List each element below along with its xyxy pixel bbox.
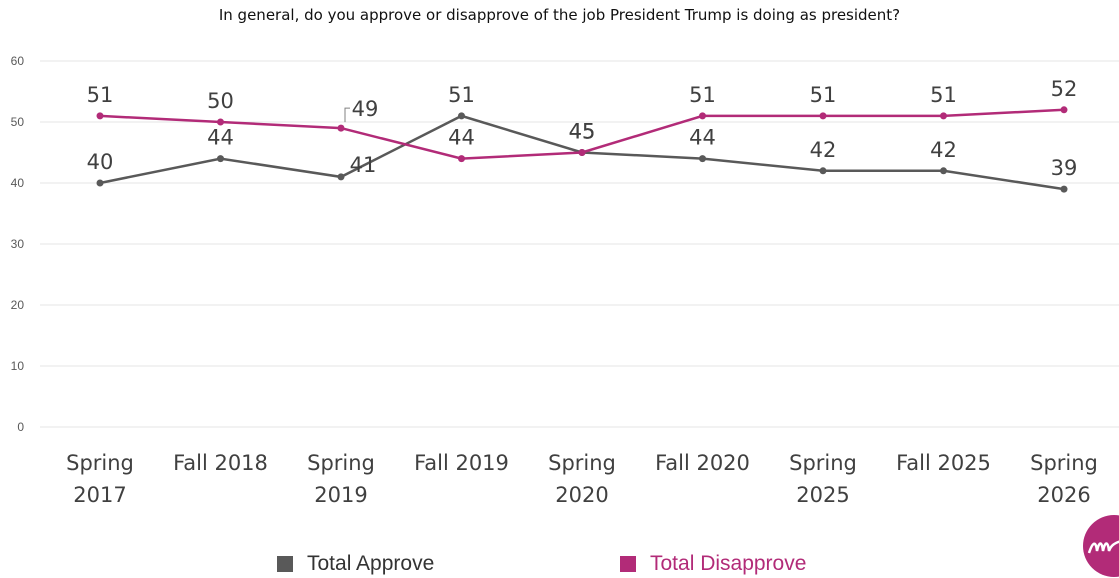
legend-item-total-disapprove: Total Disapprove	[620, 552, 806, 576]
approve-data-label-8: 39	[1051, 156, 1078, 180]
disapprove-data-label-6: 51	[810, 83, 837, 107]
approve-point-6	[819, 167, 827, 175]
y-tick-label-10: 10	[11, 359, 25, 373]
y-tick-label-30: 30	[11, 237, 25, 251]
disapprove-point-8	[1060, 106, 1068, 114]
approve-point-0	[96, 179, 104, 187]
legend-item-total-approve: Total Approve	[277, 552, 434, 576]
disapprove-point-0	[96, 112, 104, 120]
y-tick-label-40: 40	[11, 176, 25, 190]
approve-data-label-0: 40	[87, 150, 114, 174]
chart-title: In general, do you approve or disapprove…	[218, 6, 901, 24]
disapprove-point-2	[337, 124, 345, 132]
x-tick-label-5: Fall 2020	[655, 451, 750, 475]
y-axis-ticks: 0 10 20 30 40 50 60	[11, 54, 25, 434]
approve-data-label-6: 42	[810, 138, 837, 162]
approve-point-7	[940, 167, 947, 175]
disapprove-data-label-7: 51	[930, 83, 957, 107]
disapprove-data-label-0: 51	[87, 83, 114, 107]
disapprove-data-label-2: 49	[352, 97, 379, 121]
disapprove-point-3	[458, 155, 465, 163]
x-axis-ticks: Spring 2017 Fall 2018 Spring 2019 Fall 2019 Sp…	[66, 451, 1098, 507]
x-tick-label-8: Spring 2026	[1030, 451, 1098, 507]
y-tick-label-0: 0	[17, 420, 24, 434]
disapprove-point-5	[699, 112, 706, 120]
legend-label-disapprove: Total Disapprove	[650, 552, 807, 575]
approve-data-label-5: 44	[689, 126, 716, 150]
disapprove-point-7	[940, 112, 947, 120]
approve-data-label-1: 44	[207, 126, 234, 150]
approve-point-3	[458, 112, 465, 120]
disapprove-label-leader-2	[344, 107, 350, 123]
x-tick-label-2: Spring 2019	[307, 451, 375, 507]
disapprove-data-label-4: 45	[569, 120, 596, 144]
legend-label-approve: Total Approve	[307, 552, 435, 575]
x-tick-label-0: Spring 2017	[66, 451, 134, 507]
approve-data-label-4: 45	[569, 120, 596, 144]
x-tick-label-6: Spring 2025	[789, 451, 857, 507]
approve-point-1	[217, 155, 224, 163]
approve-data-label-2: 41	[350, 153, 377, 177]
y-tick-label-20: 20	[11, 298, 25, 312]
disapprove-data-label-8: 52	[1051, 77, 1078, 101]
x-tick-label-3: Fall 2019	[414, 451, 509, 475]
gridlines	[40, 60, 1119, 428]
y-tick-label-50: 50	[11, 115, 25, 129]
disapprove-data-label-1: 50	[207, 89, 234, 113]
x-tick-label-7: Fall 2025	[896, 451, 991, 475]
disapprove-data-label-3: 44	[448, 126, 475, 150]
x-tick-label-4: Spring 2020	[548, 451, 616, 507]
approve-point-2	[337, 173, 345, 181]
x-tick-label-1: Fall 2018	[173, 451, 268, 475]
disapprove-data-label-5: 51	[689, 83, 716, 107]
y-tick-label-60: 60	[11, 54, 25, 68]
legend-swatch-disapprove	[620, 556, 636, 572]
disapprove-point-4	[578, 149, 586, 156]
approve-data-label-3: 51	[448, 83, 475, 107]
disapprove-point-1	[217, 118, 224, 126]
series-points	[96, 106, 1068, 193]
approve-point-8	[1060, 185, 1068, 193]
approve-data-label-7: 42	[930, 138, 957, 162]
disapprove-point-6	[819, 112, 827, 120]
approve-point-5	[699, 155, 706, 163]
legend-swatch-approve	[277, 556, 293, 572]
